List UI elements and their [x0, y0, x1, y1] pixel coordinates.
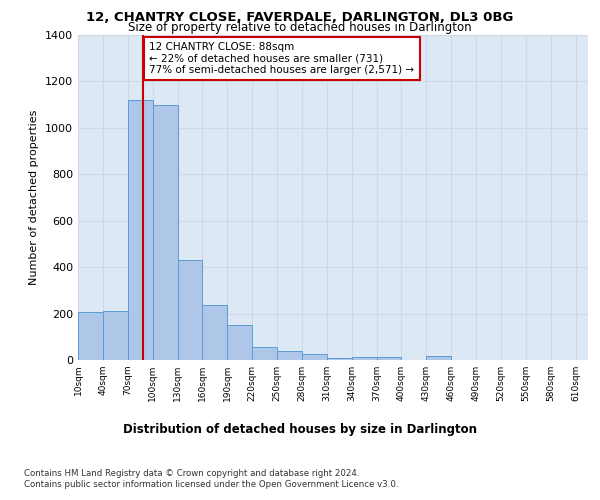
Bar [377, 356, 401, 360]
Y-axis label: Number of detached properties: Number of detached properties [29, 110, 40, 285]
Bar [227, 325, 252, 360]
Text: 12, CHANTRY CLOSE, FAVERDALE, DARLINGTON, DL3 0BG: 12, CHANTRY CLOSE, FAVERDALE, DARLINGTON… [86, 11, 514, 24]
Text: 12 CHANTRY CLOSE: 88sqm
← 22% of detached houses are smaller (731)
77% of semi-d: 12 CHANTRY CLOSE: 88sqm ← 22% of detache… [149, 42, 415, 75]
Bar [178, 260, 202, 360]
Bar [277, 351, 302, 360]
Text: Contains HM Land Registry data © Crown copyright and database right 2024.: Contains HM Land Registry data © Crown c… [24, 468, 359, 477]
Bar [78, 312, 103, 360]
Bar [128, 100, 152, 360]
Bar [252, 347, 277, 360]
Bar [103, 311, 128, 360]
Bar [426, 356, 451, 360]
Text: Distribution of detached houses by size in Darlington: Distribution of detached houses by size … [123, 422, 477, 436]
Bar [152, 104, 178, 360]
Bar [327, 358, 352, 360]
Bar [202, 306, 227, 360]
Bar [352, 356, 377, 360]
Text: Contains public sector information licensed under the Open Government Licence v3: Contains public sector information licen… [24, 480, 398, 489]
Text: Size of property relative to detached houses in Darlington: Size of property relative to detached ho… [128, 21, 472, 34]
Bar [302, 354, 327, 360]
